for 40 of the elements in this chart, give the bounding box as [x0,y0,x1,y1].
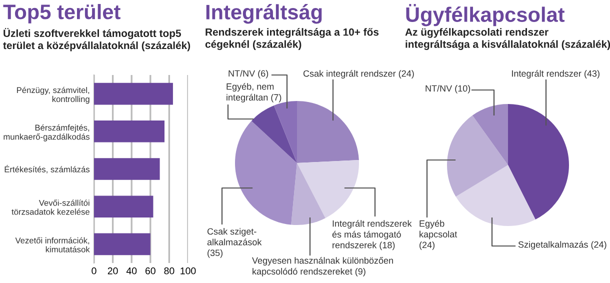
x-tick-label: 0 [92,267,96,274]
slice-label: Szigetalkalmazás (24) [518,241,606,250]
pie-slice [447,115,508,197]
slice-label: Vegyesen használnak különbözően kapcsolódó rendszereket (9) [252,257,393,276]
chart-subtitle: Rendszerek integráltsága a 10+ fős cégeknél (százalék) [205,28,379,50]
slice-label: Egyéb kapcsolat (24) [420,220,458,250]
pie-slice [251,105,297,163]
pie-slice [274,101,297,163]
pie-slice [297,160,359,218]
slice-label: Integrált rendszerek és más támogató rendszerek (18) [332,220,412,250]
slice-label: Integrált rendszer (43) [512,70,600,79]
bar [94,196,154,218]
x-tick-label: 60 [145,267,156,274]
pie-slice [456,165,536,226]
y-tick-label: Pénzügy, számvitel, kontrolling [17,86,90,104]
slice-label: Csak sziget- alkalmazások (35) [207,228,262,258]
slice-label: NT/NV (6) [228,70,268,78]
bar [94,120,164,142]
chart-title: Top5 terület [3,4,120,24]
bar [94,82,173,105]
bar [94,158,160,180]
x-tick-label: 80 [164,267,174,274]
x-tick-label: 40 [126,267,137,274]
bar [94,233,150,256]
y-tick-label: Vevői-szállítói törzsadatok kezelése [12,200,90,215]
chart-subtitle: Üzleti szoftverekkel támogatott top5 terület a középvállalatoknál (százalék) [3,28,190,52]
y-tick-label: Vezetői információk, kimutatások [15,237,90,252]
pie-slice [508,104,569,220]
slice-label: Egyéb, nem integráltan (7) [226,83,282,102]
slice-label: NT/NV (10) [426,85,470,94]
slice-label: Csak integrált rendszer (24) [303,70,414,79]
pie-slice [472,104,508,165]
y-tick-label: Értékesítés, számlázás [4,165,90,174]
pie-slice [291,163,326,225]
y-tick-label: Bérszámfejtés, munkaerő-gazdálkodás [4,124,90,142]
x-tick-label: 100 [180,267,196,274]
chart-title: Ügyfélkapcsolat [406,4,565,26]
chart-subtitle: Az ügyfélkapcsolati rendszer integráltsága a kisvállalatoknál (százalék) [405,28,610,50]
chart-title: Integráltság [206,4,322,24]
x-tick-label: 20 [108,267,118,274]
